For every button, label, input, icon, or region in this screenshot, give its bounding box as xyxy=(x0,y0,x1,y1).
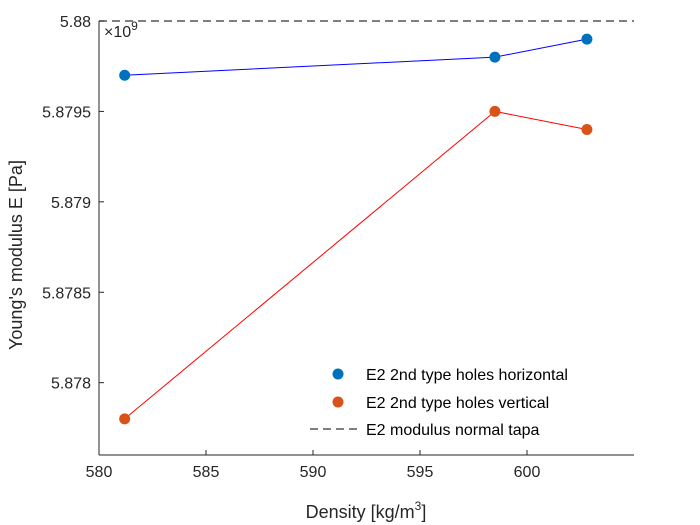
y-axis-title: Young's modulus E [Pa] xyxy=(6,160,26,350)
y-tick-label: 5.879 xyxy=(51,195,91,212)
data-point-series-0 xyxy=(119,69,131,81)
x-tick-label: 585 xyxy=(193,464,220,481)
x-tick-label: 600 xyxy=(514,464,541,481)
legend-marker-horizontal xyxy=(332,368,344,380)
x-tick-label: 595 xyxy=(407,464,434,481)
y-tick-label: 5.878 xyxy=(51,376,91,393)
data-point-series-1 xyxy=(581,124,593,135)
data-point-series-1 xyxy=(489,105,501,117)
series-line-0 xyxy=(124,38,588,76)
data-point-series-0 xyxy=(581,33,593,45)
x-tick-label: 580 xyxy=(86,464,113,481)
x-axis-title: Density [kg/m3] xyxy=(306,499,427,522)
x-axis-title-end: ] xyxy=(421,502,426,522)
y-tick-label: 5.8795 xyxy=(42,104,91,121)
x-axis-title-main: Density [kg/m xyxy=(306,502,415,522)
data-point-series-0 xyxy=(489,51,501,63)
axes-layer xyxy=(98,21,634,456)
legend-label-vertical: E2 2nd type holes vertical xyxy=(366,395,549,412)
y-tick-label: 5.8785 xyxy=(42,285,91,302)
y-tick-label: 5.88 xyxy=(60,14,91,31)
y-axis-exponent-prefix: ×10 xyxy=(104,24,131,41)
data-point-series-1 xyxy=(119,413,131,425)
legend-label-horizontal: E2 2nd type holes horizontal xyxy=(366,367,568,384)
y-axis-exponent-power: 9 xyxy=(131,19,138,33)
y-ticks: 5.878 5.8785 5.879 5.8795 5.88 xyxy=(42,14,104,393)
x-tick-label: 590 xyxy=(300,464,327,481)
legend-marker-vertical xyxy=(332,396,344,408)
series-layer xyxy=(99,20,634,425)
legend-label-reference: E2 modulus normal tapa xyxy=(366,422,540,439)
x-axis-title-sup: 3 xyxy=(415,499,422,513)
x-ticks: 580 585 590 595 600 xyxy=(86,450,541,481)
legend: E2 2nd type holes horizontal E2 2nd type… xyxy=(310,367,568,439)
y-axis-exponent: ×109 xyxy=(104,19,138,41)
